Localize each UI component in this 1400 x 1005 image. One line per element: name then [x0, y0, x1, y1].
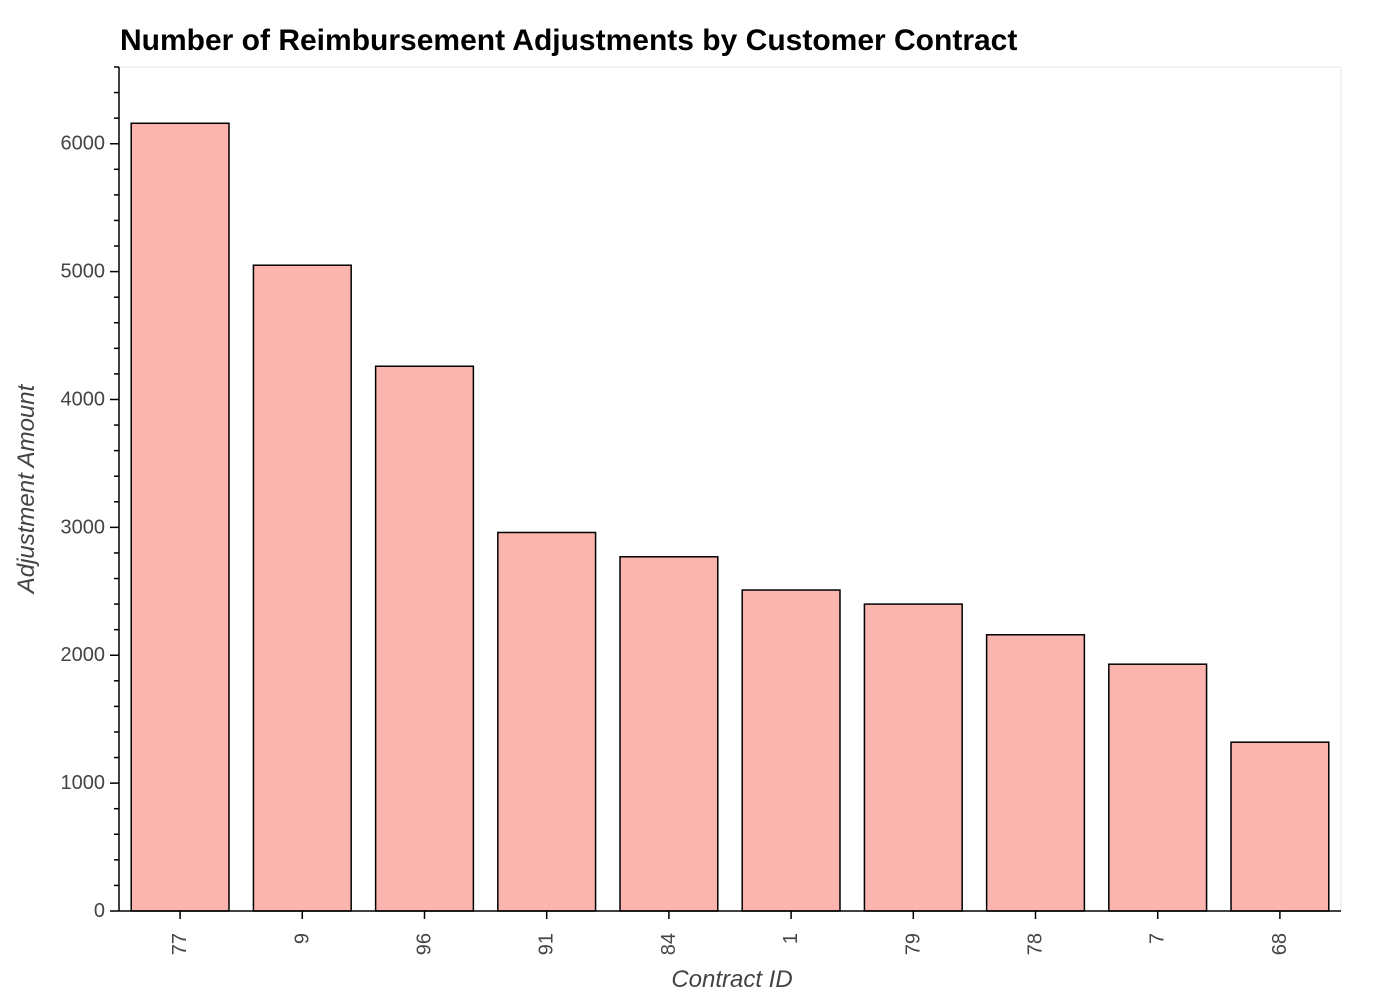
bar-9: [252, 264, 352, 912]
bar-91: [497, 531, 597, 912]
x-tick-label: 77: [169, 933, 191, 955]
bar-84: [619, 556, 719, 912]
chart-title: Number of Reimbursement Adjustments by C…: [120, 24, 1017, 57]
bar-7: [1108, 663, 1208, 912]
bar-68: [1230, 741, 1330, 912]
x-tick-label: 7: [1147, 933, 1169, 944]
bars-layer: [130, 122, 1330, 912]
x-tick-label: 78: [1025, 933, 1047, 955]
y-tick-label: 0: [94, 900, 105, 922]
x-tick-label: 79: [902, 933, 924, 955]
x-tick-label: 91: [536, 933, 558, 955]
bar-77: [130, 122, 230, 912]
bar-1: [741, 589, 841, 912]
y-tick-label: 4000: [61, 388, 106, 410]
y-tick-label: 5000: [61, 261, 106, 283]
bar-96: [374, 365, 475, 912]
x-tick-label: 96: [414, 933, 436, 955]
bar-78: [985, 634, 1086, 912]
y-tick-label: 2000: [61, 644, 106, 666]
y-axis-label: Adjustment Amount: [13, 383, 40, 595]
y-axis: 0 1000 2000 3000 4000 5000 6000: [61, 66, 120, 922]
x-tick-label: 68: [1269, 933, 1291, 955]
x-axis: 77 9 96 91 84 1 79 78 7 68: [119, 910, 1341, 955]
x-axis-label: Contract ID: [671, 966, 792, 993]
y-tick-label: 1000: [61, 772, 106, 794]
x-tick-label: 1: [780, 933, 802, 944]
y-tick-label: 3000: [61, 516, 106, 538]
x-tick-label: 9: [291, 933, 313, 944]
x-tick-label: 84: [658, 933, 680, 955]
y-tick-label: 6000: [61, 133, 106, 155]
bar-79: [863, 603, 963, 912]
